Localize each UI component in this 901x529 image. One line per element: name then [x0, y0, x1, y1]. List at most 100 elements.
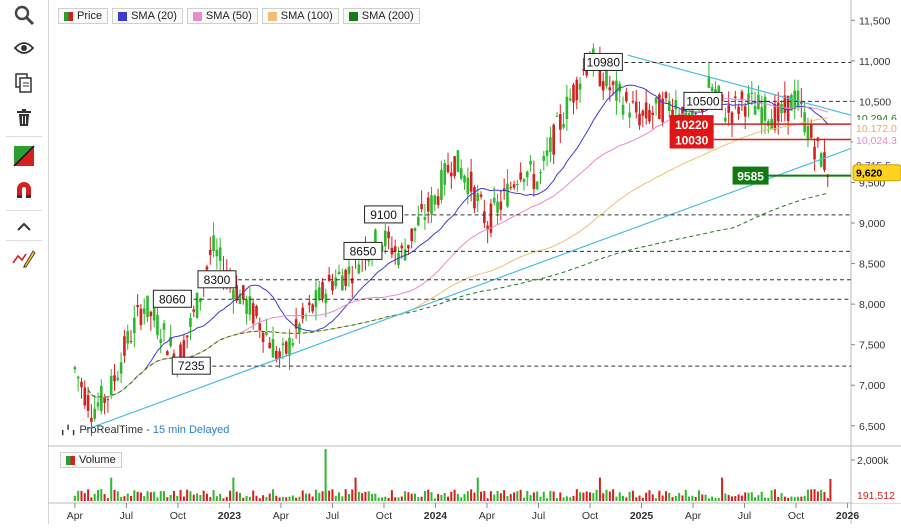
- legend-sma200[interactable]: SMA (200): [342, 8, 420, 24]
- legend-sma20[interactable]: SMA (20): [112, 8, 183, 24]
- price-tag-box: [853, 131, 901, 148]
- y-tick-label: 9,000: [859, 218, 885, 230]
- volume-bar: [777, 496, 780, 501]
- chevron-up-icon[interactable]: [8, 212, 40, 242]
- candle-body: [522, 179, 526, 182]
- candle-body: [344, 269, 347, 286]
- volume-bar: [651, 494, 654, 501]
- candle-body: [545, 150, 549, 156]
- candle-body: [314, 290, 318, 307]
- volume-label: Volume: [79, 454, 116, 466]
- volume-bar: [202, 490, 205, 501]
- x-tick-label: Oct: [170, 510, 186, 522]
- y-tick-label: 8,500: [859, 259, 885, 271]
- legend-volume[interactable]: Volume: [60, 452, 122, 468]
- search-icon[interactable]: [8, 0, 40, 30]
- volume-bar: [711, 496, 714, 501]
- candle-body: [658, 94, 661, 120]
- volume-bar: [816, 491, 819, 501]
- x-tick-label: Oct: [582, 510, 598, 522]
- trash-icon[interactable]: [8, 103, 40, 133]
- volume-bar: [255, 495, 258, 501]
- pencil-icon[interactable]: [8, 243, 40, 273]
- price-tag-box: [852, 164, 901, 182]
- volume-bar: [420, 496, 423, 501]
- legend-sma50[interactable]: SMA (50): [186, 8, 258, 24]
- volume-bar: [565, 496, 568, 501]
- volume-bar: [437, 493, 440, 501]
- level-label: 10500: [686, 94, 720, 108]
- volume-bar: [199, 494, 202, 501]
- volume-last-label: 191,512: [857, 490, 895, 502]
- volume-bar: [116, 491, 119, 501]
- legend-sma50-label: SMA (50): [205, 10, 252, 22]
- candle-body: [76, 376, 80, 379]
- volume-last-bar: [829, 479, 832, 501]
- volume-bar: [169, 494, 172, 501]
- candle-body: [142, 308, 146, 314]
- volume-bar: [225, 496, 228, 501]
- volume-bar: [704, 494, 707, 501]
- volume-bar: [238, 492, 241, 501]
- x-axis: Apr Jul Oct 2023 Apr Jul Oct 2024 Apr Jul Oct 2025 A…: [67, 503, 859, 522]
- volume-bar: [192, 494, 195, 501]
- volume-bar: [93, 493, 96, 501]
- candle-body: [268, 342, 272, 349]
- volume-bar: [780, 493, 783, 501]
- level-label-box: [197, 270, 237, 289]
- trend-icon[interactable]: [8, 141, 40, 171]
- drawing-toolbar: [0, 0, 49, 524]
- candle-body: [625, 92, 628, 102]
- magnet-icon[interactable]: [8, 175, 40, 205]
- sma20-line: [87, 84, 829, 399]
- legend-sma100[interactable]: SMA (100): [261, 8, 339, 24]
- candle-body: [83, 387, 87, 406]
- candle-body: [331, 280, 334, 291]
- volume-bar: [443, 493, 446, 501]
- volume-bar: [697, 490, 700, 501]
- price-tags: 10,294.610,172.010,024.39,715.59,620: [852, 110, 901, 182]
- volume-bar: [410, 493, 413, 501]
- volume-bar: [301, 490, 304, 501]
- volume-bar: [404, 491, 407, 501]
- volume-bar: [229, 490, 232, 501]
- candle-body: [258, 323, 262, 331]
- volume-bar: [664, 491, 667, 501]
- candle-body: [790, 94, 793, 111]
- candle-body: [525, 171, 529, 178]
- volume-bar: [143, 496, 146, 501]
- volume-bar: [721, 477, 724, 501]
- volume-bar: [635, 497, 638, 501]
- candle-body: [667, 100, 671, 111]
- copy-icon[interactable]: [8, 68, 40, 98]
- volume-bar: [423, 491, 426, 501]
- candle-body: [90, 417, 93, 422]
- y-tick-label: 11,000: [859, 56, 890, 68]
- level-label-box: [683, 91, 723, 110]
- candle-body: [585, 70, 589, 76]
- candle-body: [499, 201, 503, 210]
- volume-swatch: [66, 455, 75, 465]
- candle-body: [572, 84, 575, 103]
- eye-icon[interactable]: [8, 33, 40, 63]
- volume-bar: [773, 489, 776, 501]
- volume-bar: [506, 496, 509, 501]
- legend-sma20-label: SMA (20): [131, 10, 177, 22]
- red-level-label: 10220: [675, 118, 709, 132]
- candle-body: [327, 274, 331, 281]
- volume-bar: [400, 496, 403, 501]
- chart-area[interactable]: 11,50011,00010,50010,0009,5009,0008,5008…: [48, 0, 901, 524]
- candle-body: [387, 231, 390, 239]
- volume-bar: [638, 495, 641, 501]
- x-tick-label: Jul: [120, 510, 133, 522]
- legend-price[interactable]: Price: [58, 8, 109, 24]
- volume-bar: [655, 498, 658, 501]
- candle-body: [100, 385, 103, 411]
- candle-body: [281, 343, 285, 346]
- volume-bar: [760, 491, 763, 501]
- x-tick-label: Apr: [273, 510, 290, 522]
- volume-bar: [394, 497, 397, 501]
- volume-bar: [186, 489, 189, 501]
- price-chart[interactable]: 11,50011,00010,50010,0009,5009,0008,5008…: [48, 0, 901, 524]
- candle-body: [93, 408, 96, 419]
